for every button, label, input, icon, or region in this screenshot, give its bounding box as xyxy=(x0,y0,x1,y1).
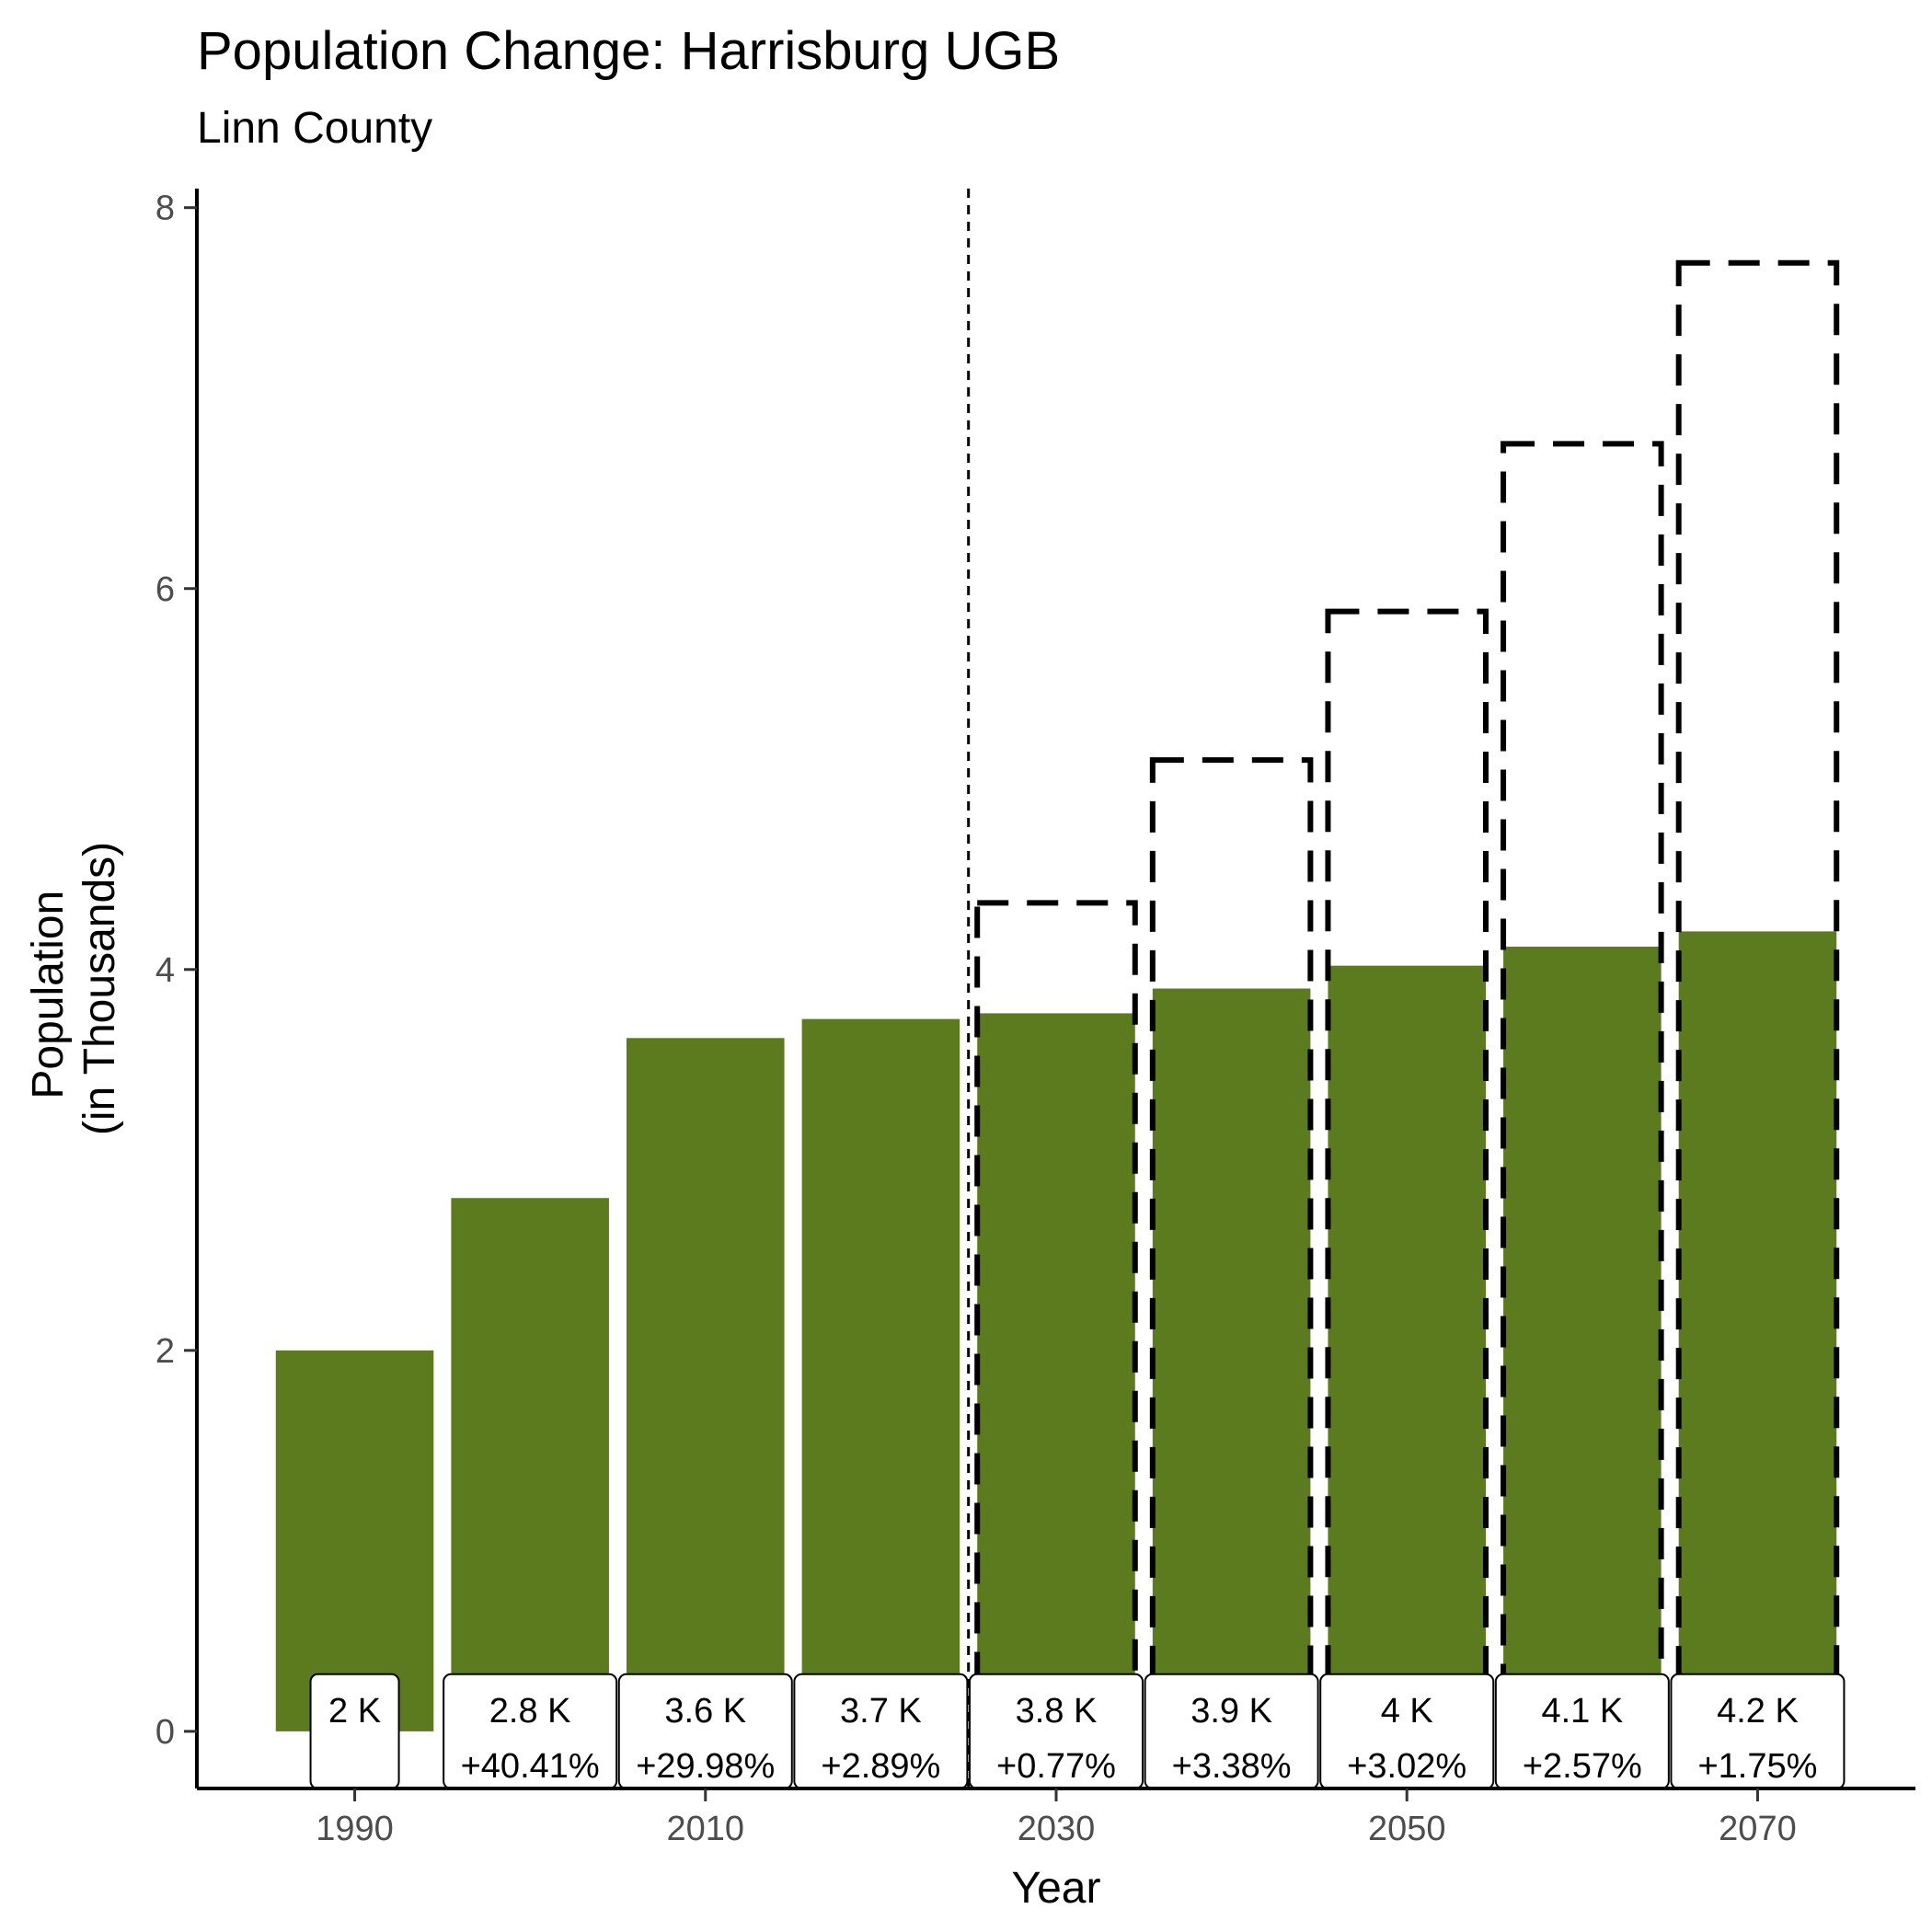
y-axis-title: Population (in Thousands) xyxy=(24,842,124,1135)
y-tick-label-6: 6 xyxy=(155,570,175,609)
y-tick-label-2: 2 xyxy=(155,1332,175,1371)
bar-label-change: +2.57% xyxy=(1523,1747,1642,1786)
bar-label-change: +2.89% xyxy=(821,1747,940,1786)
bar-2010 xyxy=(627,1038,785,1731)
bar-label-value: 4.2 K xyxy=(1717,1692,1799,1731)
bar-label-change: +3.02% xyxy=(1347,1747,1466,1786)
bar-label-value: 3.7 K xyxy=(840,1692,922,1731)
bar-label-change: +40.41% xyxy=(461,1747,600,1786)
y-axis-title-line2: (in Thousands) xyxy=(75,842,124,1135)
bar-label-2030: 3.8 K +0.77% xyxy=(969,1673,1144,1790)
bar-label-value: 2.8 K xyxy=(489,1692,571,1731)
chart-subtitle: Linn County xyxy=(197,104,433,153)
y-axis-title-line1: Population xyxy=(24,891,73,1099)
bar-label-2070: 4.2 K +1.75% xyxy=(1670,1673,1846,1790)
bar-label-2040: 3.9 K +3.38% xyxy=(1144,1673,1319,1790)
bar-label-2050: 4 K +3.02% xyxy=(1319,1673,1495,1790)
bar-label-layer: 2 K 2.8 K+40.41%3.6 K+29.98%3.7 K+2.89%3.… xyxy=(309,1673,1846,1790)
bar-label-change: +3.38% xyxy=(1172,1747,1292,1786)
bar-2020 xyxy=(801,1018,960,1731)
bar-2050 xyxy=(1328,965,1486,1731)
bar-1990 xyxy=(275,1350,434,1731)
bar-label-value: 4.1 K xyxy=(1541,1692,1623,1731)
x-tick-label-1990: 1990 xyxy=(316,1810,394,1848)
bar-label-change: +1.75% xyxy=(1697,1747,1817,1786)
y-tick-label-8: 8 xyxy=(155,190,175,228)
bars-layer xyxy=(275,931,1837,1731)
x-tick-label-2010: 2010 xyxy=(667,1810,745,1848)
projection-outline-2060 xyxy=(1501,441,1664,1734)
y-tick-label-0: 0 xyxy=(155,1713,175,1752)
bar-label-change: +29.98% xyxy=(636,1747,775,1786)
x-axis-title: Year xyxy=(1012,1864,1101,1913)
axes-layer: 0 2 4 6 8 1990 2010 2030 2050 2070 xyxy=(155,189,1915,1848)
x-tick-label-2030: 2030 xyxy=(1018,1810,1096,1848)
bar-2000 xyxy=(451,1198,609,1731)
bar-label-value: 3.9 K xyxy=(1190,1692,1272,1731)
bar-label-2010: 3.6 K +29.98% xyxy=(617,1673,793,1790)
chart-title: Population Change: Harrisburg UGB xyxy=(197,21,1061,81)
y-tick-label-4: 4 xyxy=(155,951,175,990)
bar-label-1990: 2 K xyxy=(309,1673,400,1790)
bar-2070 xyxy=(1678,931,1837,1731)
x-tick-label-2050: 2050 xyxy=(1368,1810,1446,1848)
bar-label-value: 2 K xyxy=(328,1692,381,1731)
bar-label-change: +0.77% xyxy=(996,1747,1116,1786)
bar-2040 xyxy=(1152,988,1311,1731)
bar-2030 xyxy=(977,1013,1135,1731)
bar-label-2060: 4.1 K +2.57% xyxy=(1494,1673,1670,1790)
bar-label-2020: 3.7 K +2.89% xyxy=(793,1673,969,1790)
bar-label-2000: 2.8 K +40.41% xyxy=(443,1673,618,1790)
bar-label-value: 3.8 K xyxy=(1016,1692,1098,1731)
bar-label-value: 3.6 K xyxy=(664,1692,746,1731)
x-tick-label-2070: 2070 xyxy=(1719,1810,1797,1848)
bar-2060 xyxy=(1503,946,1662,1731)
bar-label-value: 4 K xyxy=(1381,1692,1433,1731)
